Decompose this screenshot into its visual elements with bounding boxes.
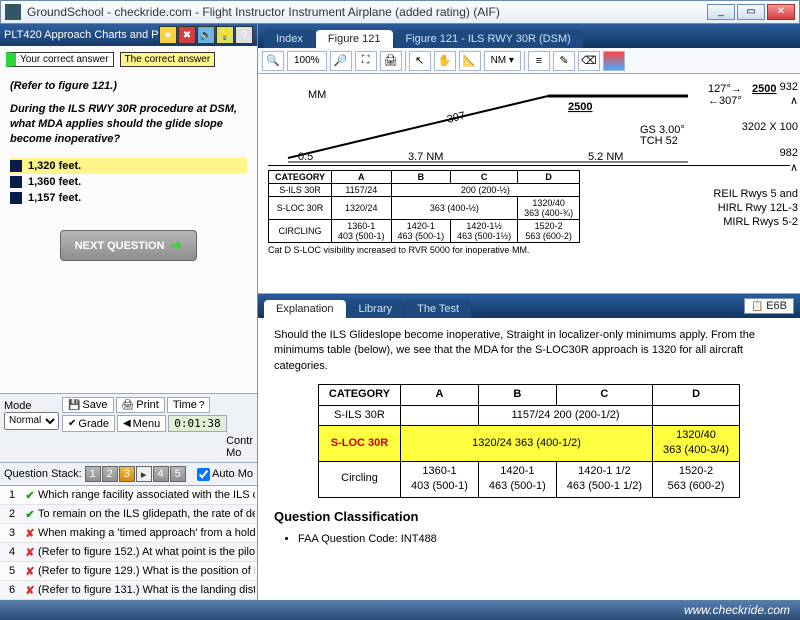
- next-question-button[interactable]: NEXT QUESTION➔: [60, 230, 198, 261]
- minimize-button[interactable]: _: [707, 4, 735, 20]
- svg-text:307: 307: [446, 110, 467, 126]
- audio-icon[interactable]: 🔊: [197, 26, 215, 44]
- note-icon[interactable]: 💡: [216, 26, 234, 44]
- maximize-button[interactable]: ▭: [737, 4, 765, 20]
- svg-text:3.7 NM: 3.7 NM: [408, 151, 443, 163]
- app-icon: [5, 4, 21, 20]
- stack-label: Question Stack:: [4, 468, 82, 480]
- e6b-button[interactable]: 📋 E6B: [744, 298, 794, 314]
- question-text: During the ILS RWY 30R procedure at DSM,…: [10, 102, 247, 147]
- mode-label: Mode: [4, 400, 59, 412]
- figure-tab[interactable]: Figure 121 - ILS RWY 30R (DSM): [394, 30, 583, 48]
- print-button[interactable]: 🖨 Print: [116, 397, 165, 413]
- answer-option[interactable]: 1,360 feet.: [10, 174, 247, 190]
- svg-text:5.2 NM: 5.2 NM: [588, 151, 623, 163]
- zoom-out-icon[interactable]: 🔍: [262, 51, 284, 71]
- save-button[interactable]: 💾 Save: [62, 397, 114, 413]
- faa-code: FAA Question Code: INT488: [298, 532, 784, 547]
- explanation-text: Should the ILS Glideslope become inopera…: [274, 328, 784, 374]
- figure-tab[interactable]: Index: [264, 30, 315, 48]
- figure-note: Cat D S-LOC visibility increased to RVR …: [268, 245, 790, 255]
- highlight-icon[interactable]: ✎: [553, 51, 575, 71]
- svg-text:TCH 52: TCH 52: [640, 135, 678, 147]
- unit-nm-button[interactable]: NM ▾: [484, 51, 521, 71]
- answer-option[interactable]: 1,157 feet.: [10, 190, 247, 206]
- ruler-icon[interactable]: 📐: [459, 51, 481, 71]
- help-icon[interactable]: ?: [235, 26, 253, 44]
- your-answer-legend: Your correct answer: [6, 52, 114, 67]
- question-list-row[interactable]: 1✔Which range facility associated with t…: [0, 486, 257, 505]
- delete-icon[interactable]: ✖: [178, 26, 196, 44]
- svg-text:2500: 2500: [568, 101, 592, 113]
- question-list-row[interactable]: 5✘(Refer to figure 129.) What is the pos…: [0, 562, 257, 581]
- layers-icon[interactable]: ≡: [528, 51, 550, 71]
- figure-tab[interactable]: Figure 121: [316, 30, 393, 48]
- zoom-in-icon[interactable]: 🔎: [330, 51, 352, 71]
- plt-label: PLT420 Approach Charts and Procedures: [4, 29, 158, 41]
- print-icon[interactable]: 🖨: [380, 51, 402, 71]
- grade-button[interactable]: ✔ Grade: [62, 415, 115, 432]
- close-button[interactable]: ✕: [767, 4, 795, 20]
- auto-mode-checkbox[interactable]: Auto Mo: [197, 468, 253, 481]
- figure-viewer[interactable]: 307 2500 MM 0.5 3.7 NM 5.2 NM GS 3.00° T…: [258, 74, 800, 294]
- color-icon[interactable]: [603, 51, 625, 71]
- question-reference: (Refer to figure 121.): [10, 79, 247, 94]
- question-classification-heading: Question Classification: [274, 508, 784, 526]
- timer-display: 0:01:38: [168, 415, 226, 432]
- svg-text:MM: MM: [308, 89, 326, 101]
- explanation-tab[interactable]: Library: [347, 300, 405, 318]
- answer-option[interactable]: 1,320 feet.: [10, 158, 247, 174]
- menu-button[interactable]: ◀ Menu: [117, 415, 166, 432]
- mode-select[interactable]: Normal: [4, 412, 59, 430]
- fit-icon[interactable]: ⛶: [355, 51, 377, 71]
- window-title: GroundSchool - checkride.com - Flight In…: [27, 5, 707, 19]
- stack-item[interactable]: 1: [85, 466, 101, 482]
- explanation-tab[interactable]: Explanation: [264, 300, 346, 318]
- pan-icon[interactable]: ✋: [434, 51, 456, 71]
- explanation-tab[interactable]: The Test: [405, 300, 471, 318]
- pointer-icon[interactable]: ↖: [409, 51, 431, 71]
- question-list-row[interactable]: 4✘(Refer to figure 152.) At what point i…: [0, 543, 257, 562]
- zoom-100-button[interactable]: 100%: [287, 51, 327, 71]
- footer-url: www.checkride.com: [0, 600, 800, 620]
- stack-item[interactable]: 5: [170, 466, 186, 482]
- question-list-row[interactable]: 2✔To remain on the ILS glidepath, the ra…: [0, 505, 257, 524]
- erase-icon[interactable]: ⌫: [578, 51, 600, 71]
- arrow-right-icon: ➔: [171, 237, 183, 254]
- correct-answer-legend: The correct answer: [120, 52, 216, 67]
- stack-item[interactable]: 2: [102, 466, 118, 482]
- question-list-row[interactable]: 3✘When making a 'timed approach' from a …: [0, 524, 257, 543]
- stack-item[interactable]: 4: [153, 466, 169, 482]
- stack-item[interactable]: 3: [119, 466, 135, 482]
- svg-text:0.5: 0.5: [298, 151, 313, 163]
- time-button[interactable]: Time ?: [167, 397, 211, 413]
- question-list-row[interactable]: 6✘(Refer to figure 131.) What is the lan…: [0, 581, 257, 600]
- star-icon[interactable]: ★: [159, 26, 177, 44]
